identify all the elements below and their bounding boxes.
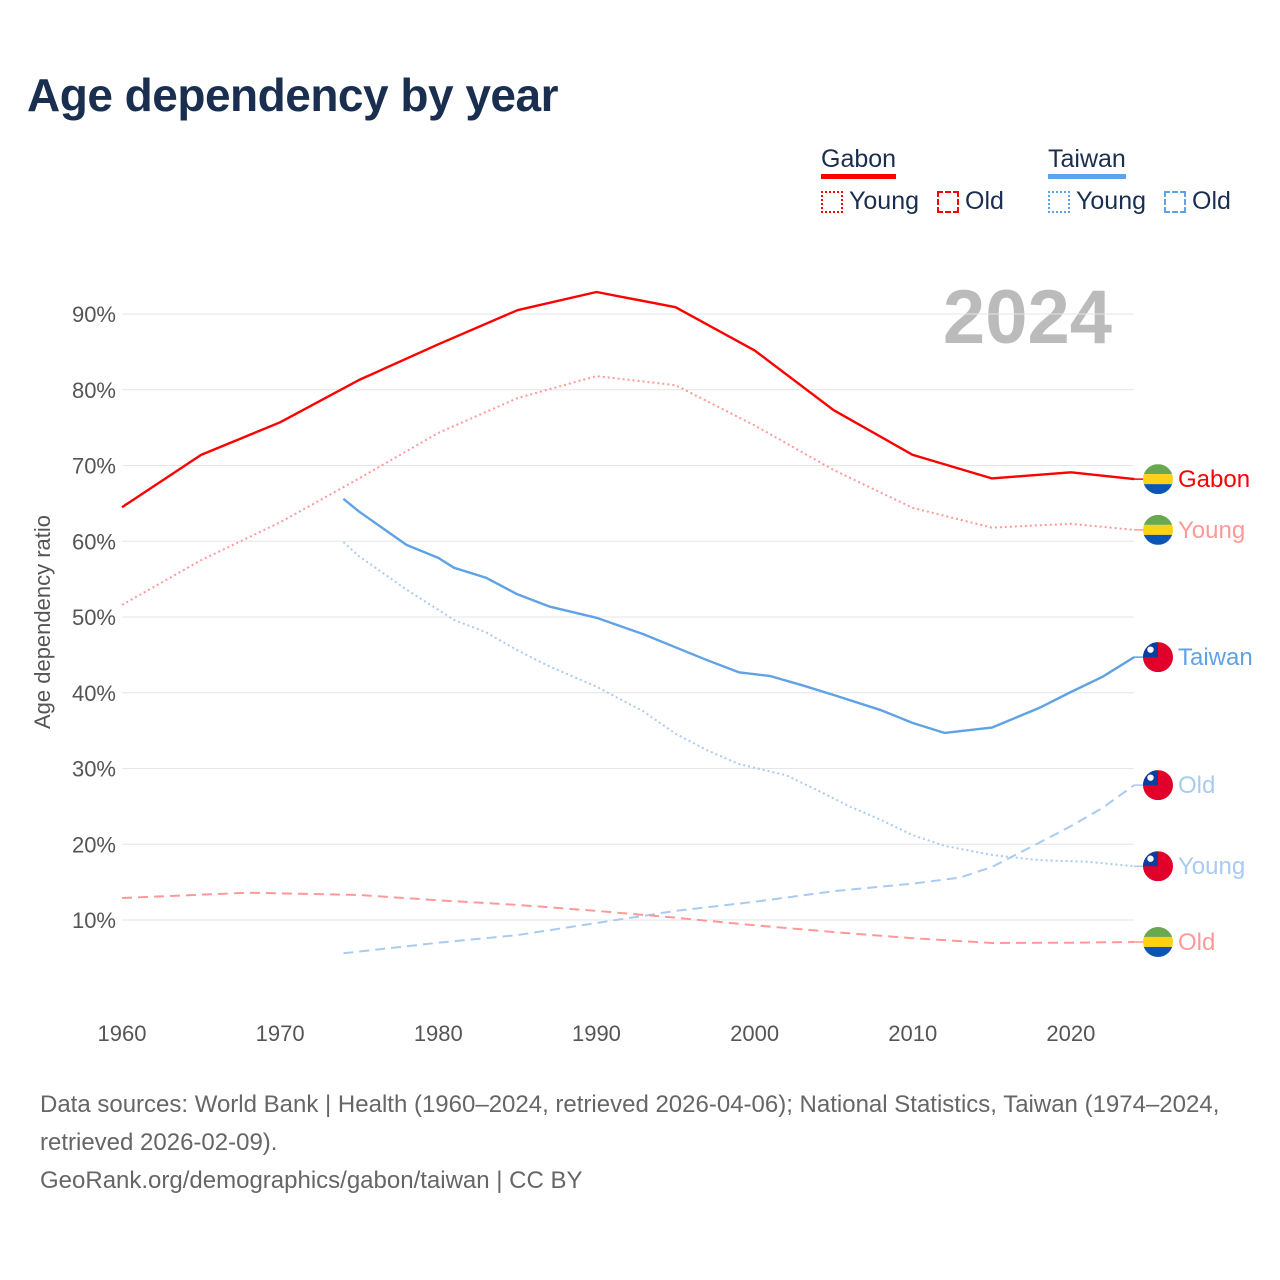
legend-taiwan[interactable]: Taiwan bbox=[1048, 144, 1126, 179]
x-tick-label: 1970 bbox=[256, 1021, 305, 1046]
y-tick-label: 10% bbox=[72, 908, 116, 933]
legend-label: Old bbox=[965, 187, 1004, 215]
y-tick-label: 60% bbox=[72, 529, 116, 554]
series-line-taiwan-old[interactable] bbox=[343, 784, 1135, 955]
x-tick-label: 1990 bbox=[572, 1021, 621, 1046]
series-line-gabon-young[interactable] bbox=[121, 375, 1135, 606]
series-line-taiwan[interactable] bbox=[342, 497, 1135, 735]
legend-gabon-young[interactable]: Young bbox=[821, 187, 919, 216]
legend-group-gabon: Gabon Young Old bbox=[821, 144, 1004, 216]
y-tick-label: 50% bbox=[72, 605, 116, 630]
chart-title: Age dependency by year bbox=[27, 69, 558, 121]
y-tick-label: 40% bbox=[72, 681, 116, 706]
legend-label: Young bbox=[1076, 187, 1146, 215]
taiwan-flag-icon bbox=[1143, 851, 1173, 882]
end-label: Taiwan bbox=[1178, 644, 1253, 671]
gabon-flag-icon bbox=[1143, 926, 1173, 957]
series-line-gabon[interactable] bbox=[121, 290, 1135, 509]
taiwan-flag-icon bbox=[1143, 770, 1173, 801]
x-tick-label: 2020 bbox=[1046, 1021, 1095, 1046]
x-tick-label: 2000 bbox=[730, 1021, 779, 1046]
year-watermark: 2024 bbox=[943, 275, 1112, 360]
dotted-swatch-icon bbox=[1048, 190, 1070, 213]
end-label: Old bbox=[1178, 772, 1215, 799]
taiwan-flag-icon bbox=[1143, 642, 1173, 673]
y-tick-label: 70% bbox=[72, 454, 116, 479]
legend-label: Young bbox=[849, 187, 919, 215]
y-axis-label: Age dependency ratio bbox=[30, 515, 55, 729]
x-tick-label: 2010 bbox=[888, 1021, 937, 1046]
end-label: Gabon bbox=[1178, 466, 1250, 493]
dotted-swatch-icon bbox=[821, 190, 843, 213]
x-tick-label: 1960 bbox=[98, 1021, 147, 1046]
series-line-taiwan-young[interactable] bbox=[342, 541, 1135, 868]
end-label: Young bbox=[1178, 517, 1245, 544]
dashed-swatch-icon bbox=[1164, 190, 1186, 213]
footer: Data sources: World Bank | Health (1960–… bbox=[40, 1086, 1250, 1200]
legend-taiwan-old[interactable]: Old bbox=[1164, 187, 1231, 216]
legend-gabon-old[interactable]: Old bbox=[937, 187, 1004, 216]
credit-link[interactable]: GeoRank.org/demographics/gabon/taiwan | … bbox=[40, 1167, 583, 1194]
legend-label: Old bbox=[1192, 187, 1231, 215]
dashed-swatch-icon bbox=[937, 190, 959, 213]
end-label: Old bbox=[1178, 929, 1215, 956]
end-label: Young bbox=[1178, 853, 1245, 880]
y-tick-label: 30% bbox=[72, 757, 116, 782]
y-tick-label: 80% bbox=[72, 378, 116, 403]
legend-gabon[interactable]: Gabon bbox=[821, 144, 897, 179]
series-line-gabon-old[interactable] bbox=[121, 891, 1135, 944]
x-tick-label: 1980 bbox=[414, 1021, 463, 1046]
y-tick-label: 20% bbox=[72, 832, 116, 857]
data-sources: Data sources: World Bank | Health (1960–… bbox=[40, 1091, 1220, 1156]
gabon-flag-icon bbox=[1143, 514, 1173, 545]
legend-taiwan-young[interactable]: Young bbox=[1048, 187, 1146, 216]
legend-group-taiwan: Taiwan Young Old bbox=[1048, 144, 1231, 216]
gabon-flag-icon bbox=[1143, 464, 1173, 495]
y-tick-label: 90% bbox=[72, 302, 116, 327]
